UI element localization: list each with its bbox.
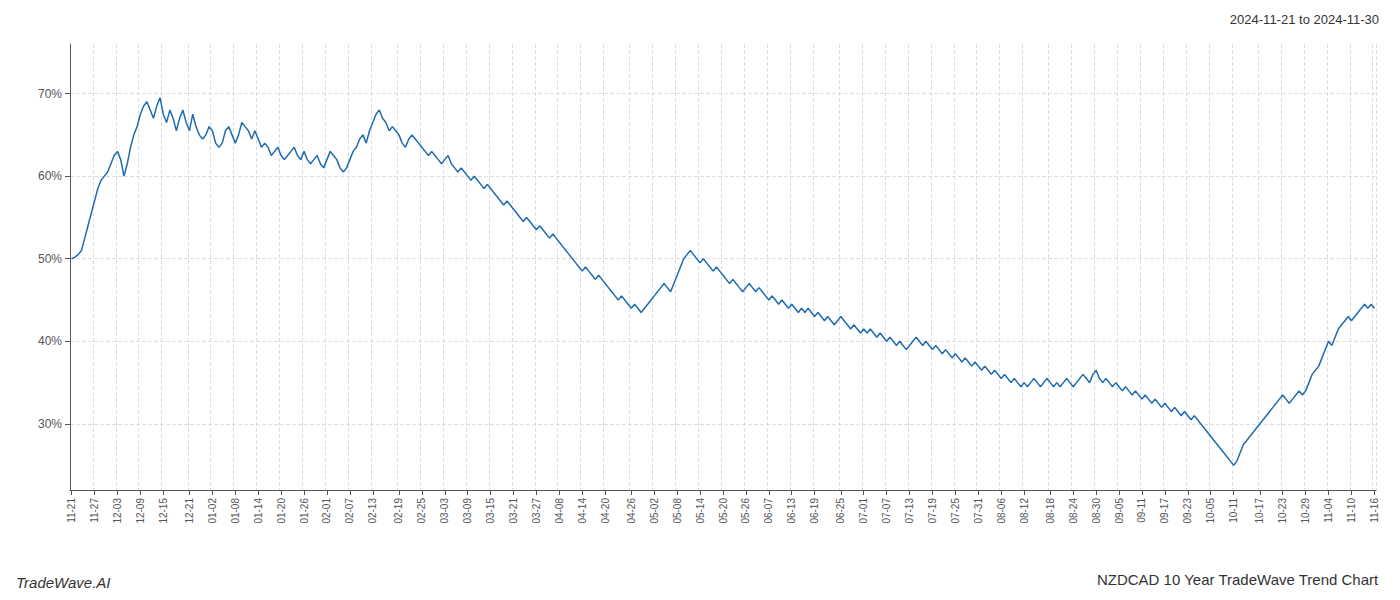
svg-text:06-13: 06-13 [786, 498, 797, 524]
svg-text:09-11: 09-11 [1136, 498, 1147, 523]
svg-text:02-13: 02-13 [367, 498, 378, 524]
svg-text:60%: 60% [38, 169, 62, 183]
svg-text:05-14: 05-14 [695, 498, 706, 524]
svg-text:07-01: 07-01 [858, 498, 869, 524]
svg-text:10-23: 10-23 [1277, 498, 1288, 524]
svg-text:08-12: 08-12 [1019, 498, 1030, 524]
svg-text:09-05: 09-05 [1114, 498, 1125, 524]
svg-text:2024-11-21 to 2024-11-30: 2024-11-21 to 2024-11-30 [1230, 12, 1379, 27]
svg-text:12-15: 12-15 [158, 498, 169, 524]
svg-text:03-03: 03-03 [439, 498, 450, 524]
svg-text:06-19: 06-19 [809, 498, 820, 524]
svg-text:70%: 70% [38, 87, 62, 101]
svg-text:01-14: 01-14 [253, 498, 264, 524]
svg-text:07-07: 07-07 [881, 498, 892, 524]
svg-text:01-20: 01-20 [276, 498, 287, 524]
svg-text:08-18: 08-18 [1045, 498, 1056, 524]
svg-text:03-15: 03-15 [485, 498, 496, 524]
svg-text:50%: 50% [38, 252, 62, 266]
svg-text:08-24: 08-24 [1068, 498, 1079, 524]
svg-text:NZDCAD 10 Year TradeWave Trend: NZDCAD 10 Year TradeWave Trend Chart [1097, 571, 1379, 588]
svg-text:07-19: 07-19 [927, 498, 938, 524]
svg-text:08-06: 08-06 [996, 498, 1007, 524]
svg-text:08-30: 08-30 [1091, 498, 1102, 524]
svg-text:07-25: 07-25 [950, 498, 961, 524]
svg-text:02-07: 02-07 [344, 498, 355, 524]
svg-text:09-17: 09-17 [1159, 498, 1170, 524]
svg-text:03-27: 03-27 [531, 498, 542, 524]
svg-text:06-07: 06-07 [763, 498, 774, 524]
svg-text:40%: 40% [38, 334, 62, 348]
svg-text:10-29: 10-29 [1300, 498, 1311, 524]
svg-text:01-08: 01-08 [230, 498, 241, 524]
svg-text:09-23: 09-23 [1182, 498, 1193, 524]
svg-text:04-20: 04-20 [600, 498, 611, 524]
svg-text:12-03: 12-03 [112, 498, 123, 524]
svg-text:04-14: 04-14 [577, 498, 588, 524]
svg-text:11-21: 11-21 [66, 498, 77, 523]
svg-text:05-20: 05-20 [718, 498, 729, 524]
svg-text:03-09: 03-09 [462, 498, 473, 524]
svg-text:10-05: 10-05 [1205, 498, 1216, 524]
svg-text:12-21: 12-21 [184, 498, 195, 524]
svg-text:11-16: 11-16 [1369, 498, 1380, 523]
svg-text:11-27: 11-27 [89, 498, 100, 523]
svg-text:05-08: 05-08 [672, 498, 683, 524]
svg-text:02-19: 02-19 [393, 498, 404, 524]
svg-text:02-01: 02-01 [321, 498, 332, 524]
svg-text:11-04: 11-04 [1323, 498, 1334, 523]
svg-text:11-10: 11-10 [1346, 498, 1357, 523]
svg-text:10-11: 10-11 [1228, 498, 1239, 523]
svg-text:04-26: 04-26 [626, 498, 637, 524]
svg-text:30%: 30% [38, 417, 62, 431]
svg-text:12-09: 12-09 [135, 498, 146, 524]
svg-text:10-17: 10-17 [1254, 498, 1265, 524]
svg-text:01-26: 01-26 [299, 498, 310, 524]
svg-text:05-26: 05-26 [740, 498, 751, 524]
svg-text:07-31: 07-31 [973, 498, 984, 524]
svg-text:02-25: 02-25 [416, 498, 427, 524]
svg-text:04-08: 04-08 [554, 498, 565, 524]
svg-text:06-25: 06-25 [835, 498, 846, 524]
svg-text:07-13: 07-13 [904, 498, 915, 524]
svg-text:05-02: 05-02 [649, 498, 660, 524]
svg-text:03-21: 03-21 [508, 498, 519, 524]
svg-text:TradeWave.AI: TradeWave.AI [16, 574, 110, 591]
svg-text:01-02: 01-02 [207, 498, 218, 524]
